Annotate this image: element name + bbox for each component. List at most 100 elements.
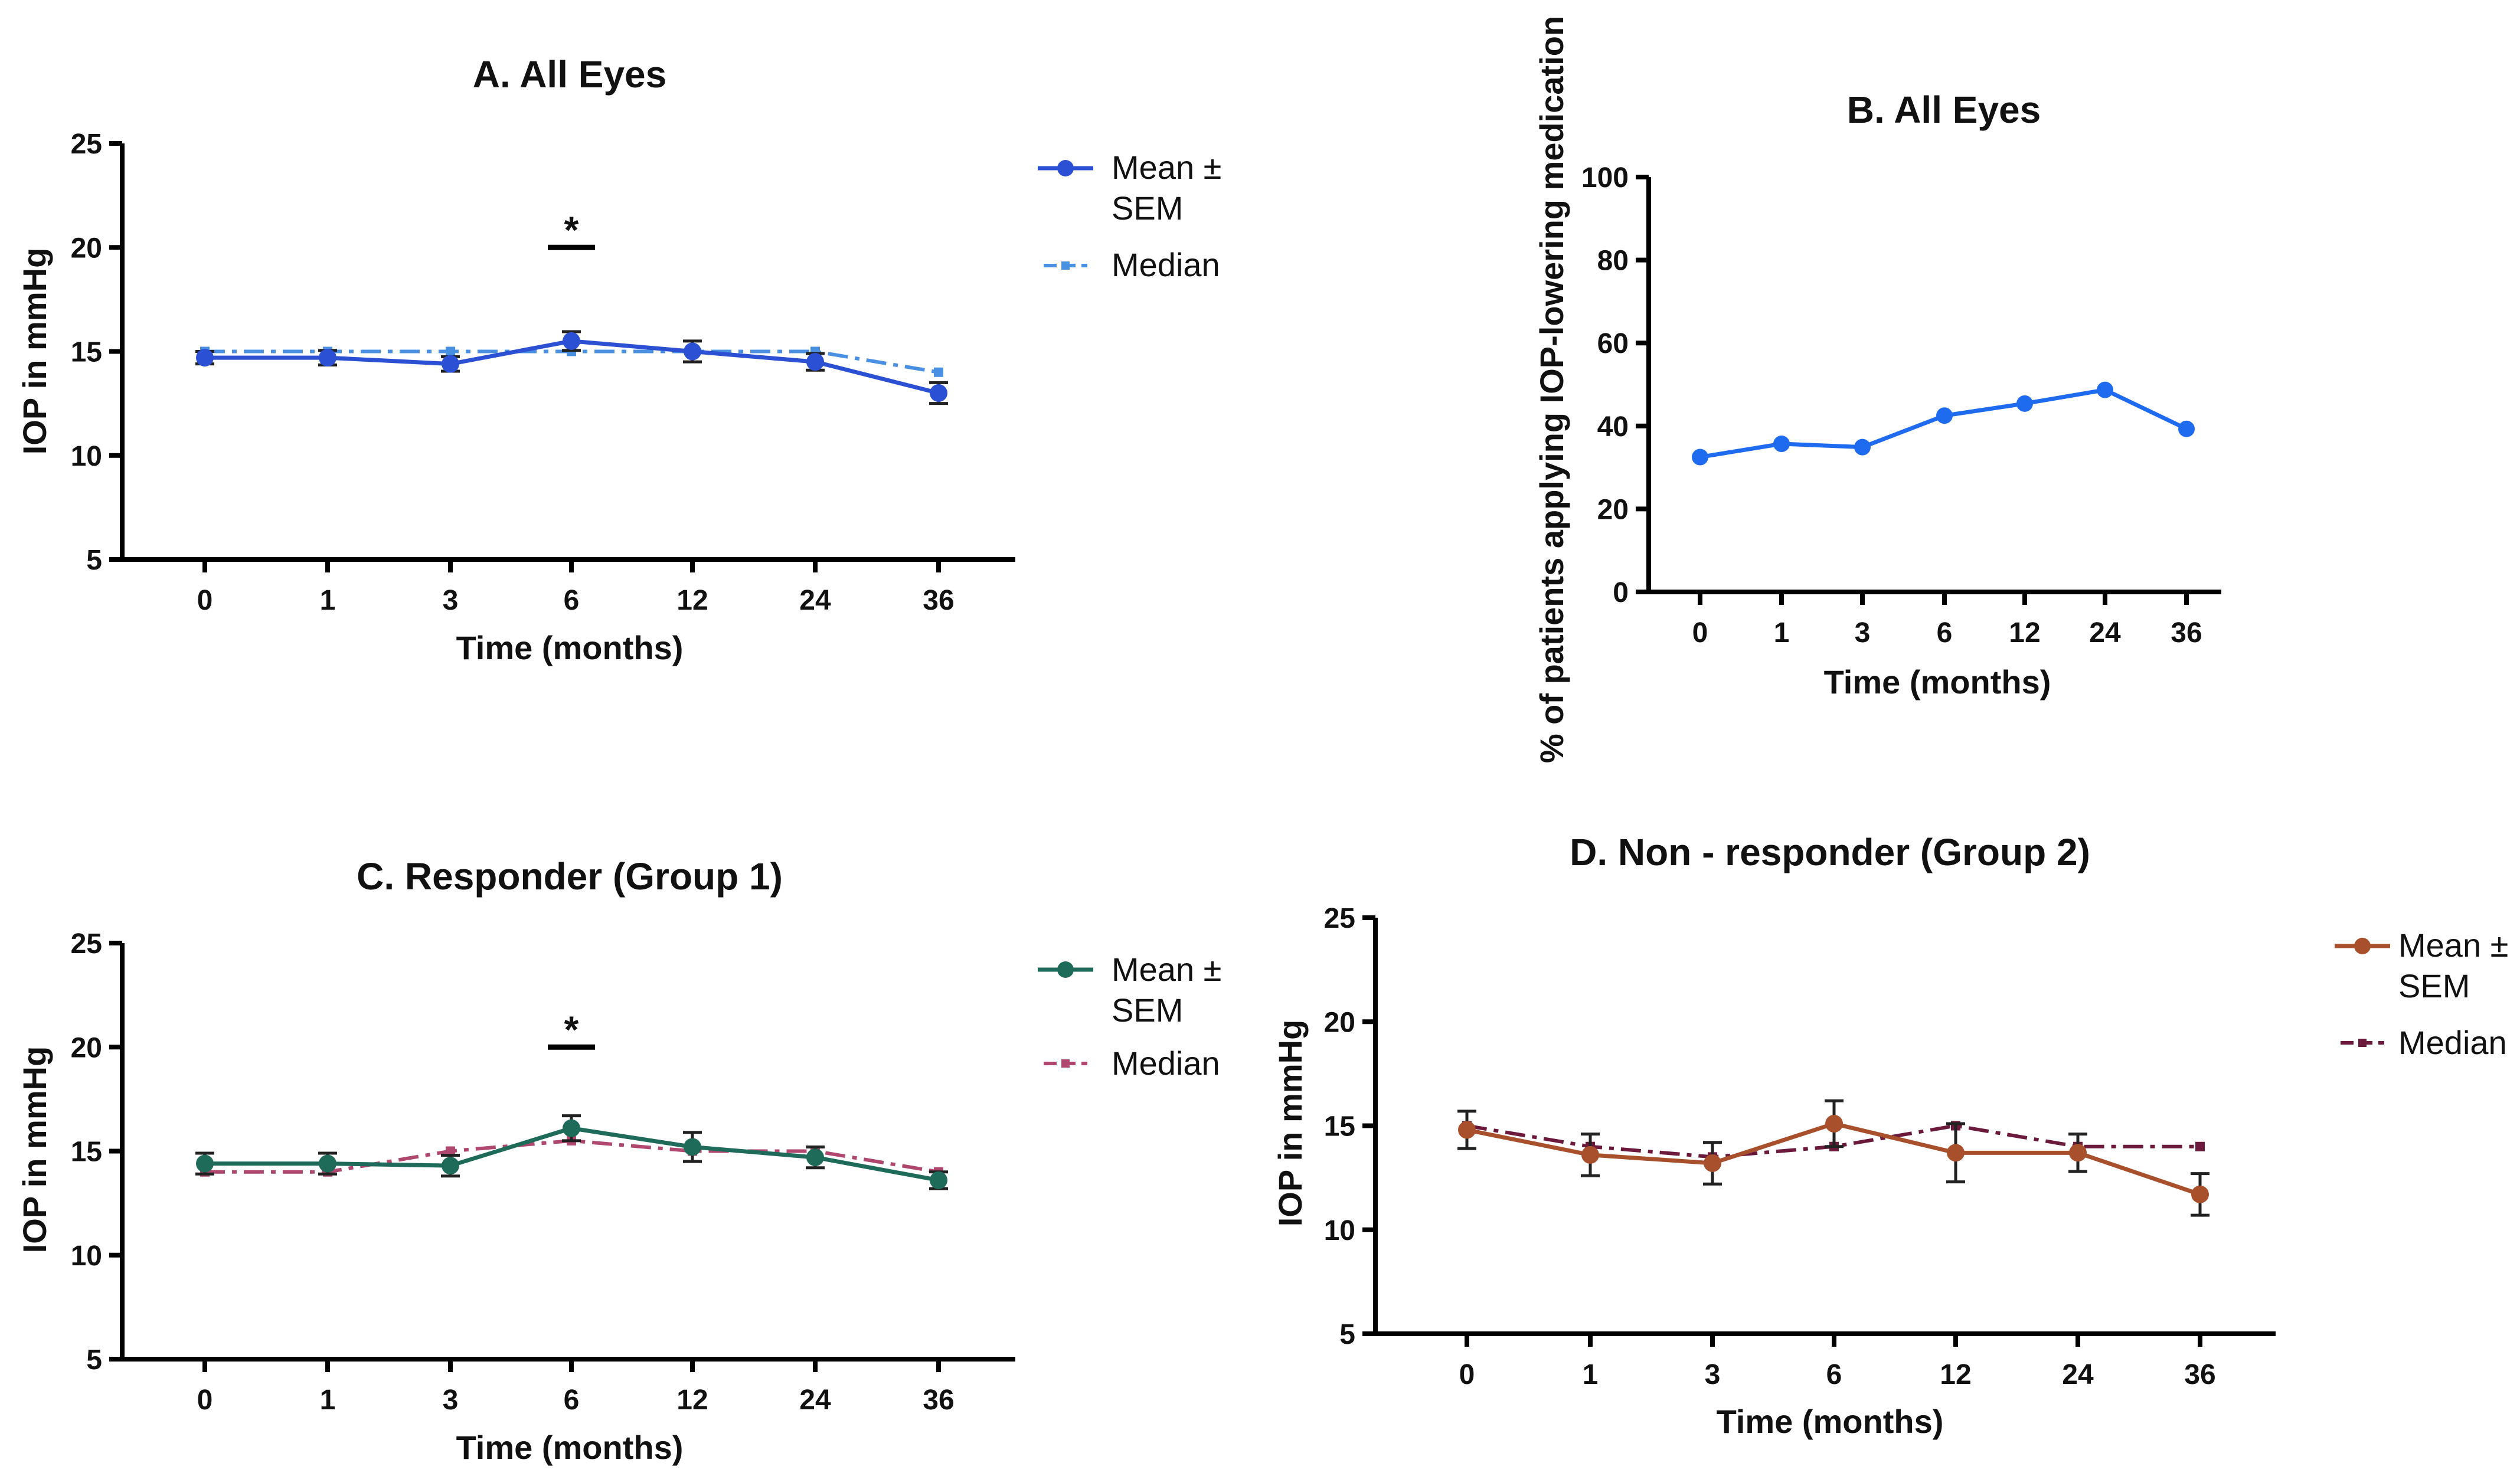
- panel-a-legend-median-marker: [1061, 261, 1070, 270]
- panel-c-legend-mean-label-line1: Mean ±: [1112, 951, 1221, 988]
- panel-b-point: [2097, 381, 2113, 398]
- panel-b-point: [2016, 395, 2033, 412]
- panel-c-legend-median-label: Median: [1112, 1045, 1220, 1082]
- panel-d-mean-point: [1947, 1144, 1965, 1162]
- panel-a-legend: Mean ± SEM Median: [1038, 149, 1221, 283]
- panel-a-legend-mean-label-line2: SEM: [1112, 189, 1183, 227]
- panel-a-x-tick-label: 0: [197, 585, 213, 616]
- panel-b-x-tick-label: 24: [2089, 617, 2121, 649]
- panel-a-mean-point: [930, 384, 947, 402]
- panel-d-median-point: [2195, 1141, 2205, 1151]
- panel-d-y-tick-label: 5: [1339, 1319, 1355, 1350]
- panel-c-mean-series: [195, 1114, 948, 1190]
- panel-d-legend-mean-marker: [2354, 938, 2371, 954]
- panel-c-median-point: [446, 1146, 455, 1156]
- panel-a-mean-point: [442, 355, 459, 373]
- panel-b-point: [1854, 438, 1871, 456]
- panel-a-x-axis: 0 1 3 6 12 24 36: [122, 557, 1015, 616]
- panel-d-legend-mean-label-line2: SEM: [2398, 967, 2470, 1004]
- panel-b-y-tick-label: 20: [1597, 494, 1629, 525]
- panel-d: D. Non - responder (Group 2) IOP in mmHg…: [1272, 831, 2508, 1440]
- panel-a-x-tick-label: 3: [443, 585, 459, 616]
- panel-d-legend-median-label: Median: [2398, 1024, 2507, 1061]
- panel-b-point: [1773, 436, 1790, 453]
- panel-a-significance: *: [548, 208, 595, 251]
- panel-d-legend-mean-label-line1: Mean ±: [2398, 927, 2508, 964]
- panel-b-x-tick-label: 6: [1937, 617, 1953, 649]
- panel-d-x-tick-label: 3: [1705, 1359, 1721, 1390]
- panel-c-legend-mean-label-line2: SEM: [1112, 991, 1183, 1029]
- panel-a-x-tick-label: 6: [564, 585, 580, 616]
- panel-a-mean-point: [563, 332, 580, 350]
- panel-d-x-axis: 0 1 3 6 12 24 36: [1375, 1331, 2276, 1390]
- panel-c-title: C. Responder (Group 1): [357, 855, 783, 898]
- panel-a-legend-mean-label-line1: Mean ±: [1112, 149, 1221, 186]
- panel-d-y-tick-label: 15: [1324, 1111, 1355, 1143]
- panel-d-x-tick-label: 1: [1583, 1359, 1599, 1390]
- panel-d-mean-point: [1581, 1146, 1599, 1164]
- panel-a-x-tick-label: 36: [923, 585, 954, 616]
- panel-c-x-axis: 0 1 3 6 12 24 36: [122, 1357, 1015, 1416]
- panel-c-mean-point: [930, 1171, 947, 1189]
- panel-c-x-tick-label: 6: [564, 1385, 580, 1416]
- panel-b-x-tick-label: 1: [1774, 617, 1790, 649]
- panel-a-y-tick-label: 10: [71, 441, 102, 472]
- panel-a-x-tick-label: 1: [320, 585, 336, 616]
- panel-c-legend-median-marker: [1061, 1059, 1070, 1068]
- panel-d-legend: Mean ± SEM Median: [2335, 927, 2508, 1061]
- panel-d-y-tick-label: 10: [1324, 1215, 1355, 1246]
- panel-d-title: D. Non - responder (Group 2): [1570, 831, 2090, 873]
- panel-c-y-tick-label: 15: [71, 1137, 102, 1168]
- panel-d-legend-median-marker: [2358, 1039, 2367, 1047]
- panel-c-y-tick-label: 25: [71, 928, 102, 960]
- panel-d-x-tick-label: 6: [1826, 1359, 1842, 1390]
- panel-a: A. All Eyes IOP in mmHg Time (months) 0 1…: [16, 53, 1221, 666]
- panel-d-ylabel: IOP in mmHg: [1272, 1020, 1309, 1227]
- panel-d-x-tick-label: 12: [1940, 1359, 1971, 1390]
- panel-b-x-axis: 0 1 3 6 12 24 36: [1649, 590, 2221, 649]
- panel-c-mean-point: [563, 1119, 580, 1137]
- panel-d-y-axis: 5 10 15 20 25: [1324, 903, 1378, 1350]
- panel-c-x-tick-label: 3: [443, 1385, 459, 1416]
- panel-d-mean-point: [1825, 1114, 1843, 1133]
- panel-a-y-tick-label: 20: [71, 233, 102, 264]
- panel-b-point: [2178, 420, 2195, 437]
- panel-a-mean-point: [196, 349, 214, 367]
- panel-a-x-tick-label: 24: [799, 585, 831, 616]
- panel-c-y-axis: 5 10 15 20 25: [71, 928, 125, 1376]
- panel-a-median-point: [934, 367, 943, 377]
- panel-a-mean-point: [684, 342, 701, 361]
- panel-d-y-tick-label: 25: [1324, 903, 1355, 934]
- panel-a-mean-series: [195, 330, 948, 405]
- panel-d-mean-series: [1457, 1099, 2210, 1217]
- panel-c-x-tick-label: 12: [676, 1385, 708, 1416]
- panel-a-significance-star: *: [564, 208, 579, 251]
- panel-a-mean-point: [319, 349, 336, 367]
- panel-d-xlabel: Time (months): [1717, 1403, 1944, 1440]
- panel-c-x-tick-label: 0: [197, 1385, 213, 1416]
- panel-c-significance-star: *: [564, 1008, 579, 1050]
- panel-c-ylabel: IOP in mmHg: [16, 1046, 53, 1254]
- panel-c-x-tick-label: 1: [320, 1385, 336, 1416]
- panel-c-mean-point: [442, 1157, 459, 1175]
- panel-b-y-tick-label: 100: [1581, 162, 1629, 194]
- panel-a-ylabel: IOP in mmHg: [16, 248, 53, 455]
- panel-a-title: A. All Eyes: [473, 53, 666, 96]
- panel-c-mean-point: [806, 1148, 824, 1167]
- panel-b-point: [1692, 449, 1708, 466]
- panel-b-y-tick-label: 0: [1613, 577, 1629, 608]
- panel-d-x-tick-label: 24: [2062, 1359, 2094, 1390]
- panel-b-title: B. All Eyes: [1847, 89, 2041, 131]
- panel-c-y-tick-label: 10: [71, 1241, 102, 1272]
- panel-c-y-tick-label: 20: [71, 1032, 102, 1063]
- panel-b-y-axis: 0 20 40 60 80 100: [1581, 162, 1651, 608]
- panel-a-y-axis: 5 10 15 20 25: [71, 129, 125, 576]
- panel-c-legend-mean-marker: [1057, 961, 1074, 978]
- panel-c-mean-point: [319, 1154, 336, 1173]
- panel-c-significance: *: [548, 1008, 595, 1050]
- panel-b-y-tick-label: 60: [1597, 328, 1629, 359]
- panel-d-mean-point: [1704, 1154, 1721, 1172]
- panel-b-x-tick-label: 3: [1855, 617, 1871, 649]
- panel-c-legend: Mean ± SEM Median: [1038, 951, 1221, 1082]
